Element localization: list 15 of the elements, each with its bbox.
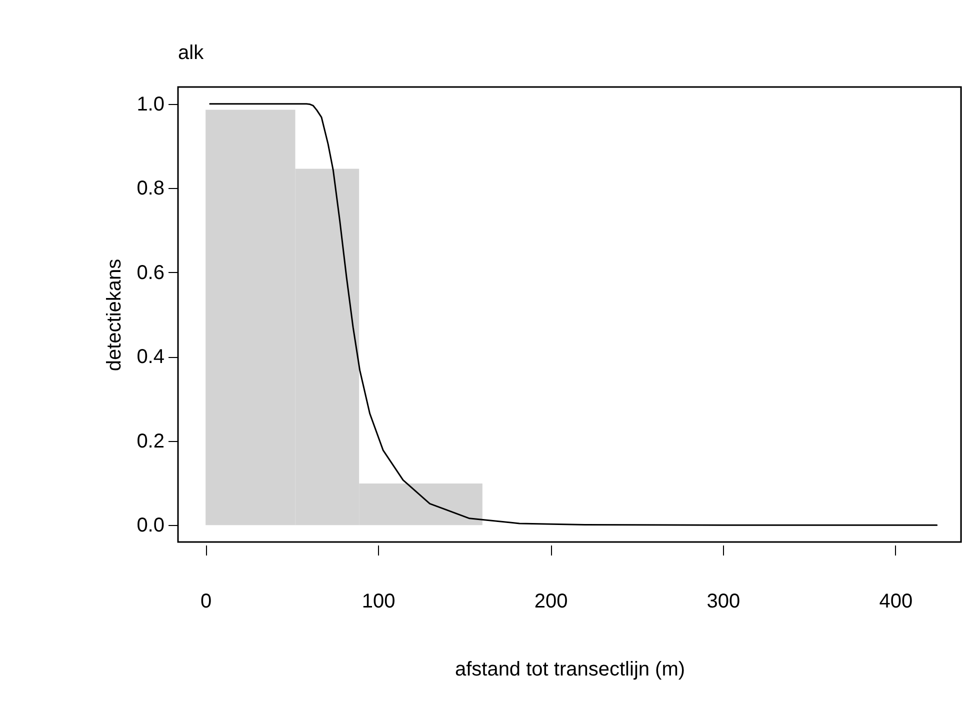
y-tick-label: 0.8 — [136, 178, 164, 200]
y-axis-title: detectiekans — [104, 258, 126, 372]
x-tick-label: 0 — [200, 590, 212, 612]
y-tick-label: 0.0 — [136, 514, 164, 537]
y-tick-label: 1.0 — [136, 93, 164, 116]
x-tick-label: 400 — [879, 590, 913, 612]
x-tick-label: 300 — [706, 590, 740, 612]
y-tick-label: 0.6 — [136, 262, 164, 284]
line-series — [209, 103, 938, 526]
x-axis-title: afstand tot transectlijn (m) — [454, 658, 686, 680]
x-tick-label: 200 — [534, 590, 568, 612]
chart-title: alk — [178, 42, 205, 64]
x-tick-label: 100 — [362, 590, 396, 612]
y-tick-label: 0.4 — [136, 346, 164, 368]
y-tick-label: 0.2 — [136, 430, 164, 452]
